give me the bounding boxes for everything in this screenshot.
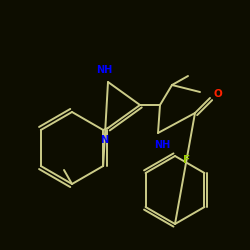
Text: NH: NH <box>96 65 112 75</box>
Text: N: N <box>100 135 108 145</box>
Text: O: O <box>214 89 222 99</box>
Text: F: F <box>184 155 190 165</box>
Text: NH: NH <box>154 140 170 150</box>
